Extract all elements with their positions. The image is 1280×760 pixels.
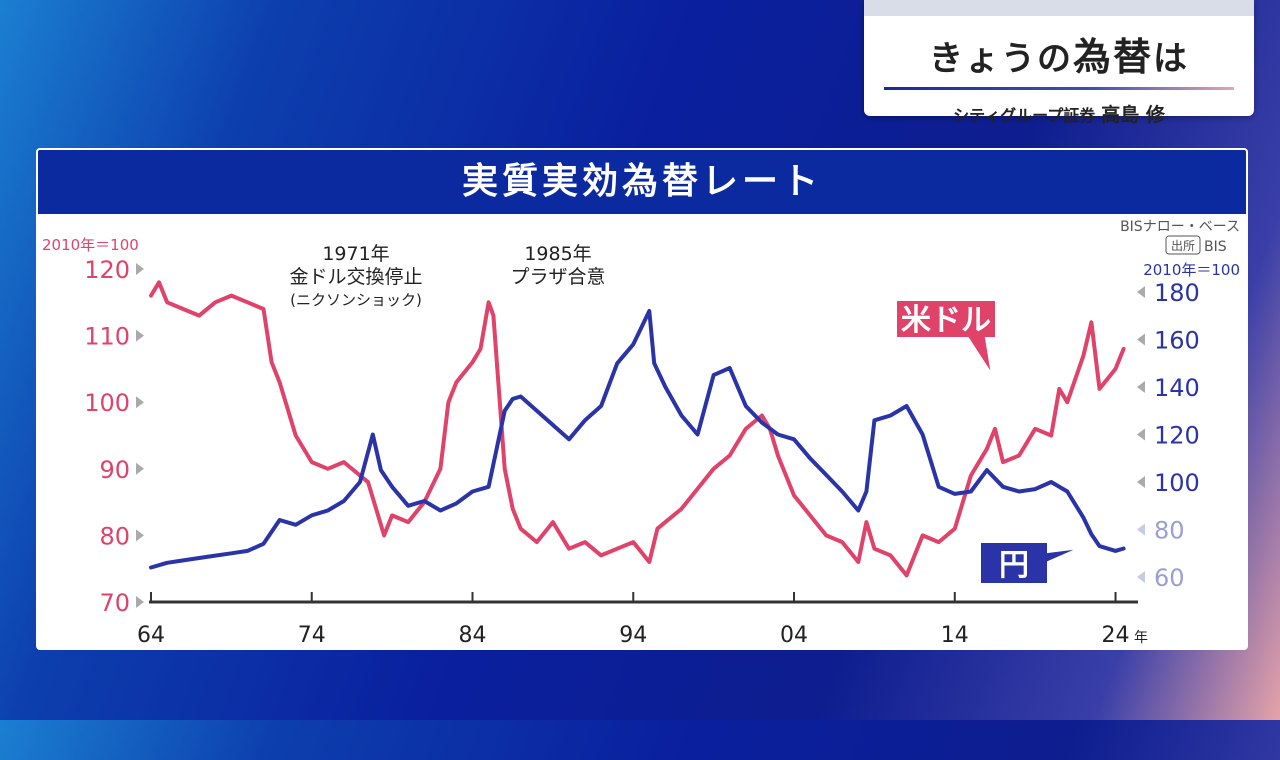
right-tick-label: 180 [1154, 279, 1200, 307]
annotation-plaza-year: 1985年 [524, 243, 591, 265]
source-name: BIS [1204, 239, 1227, 255]
program-title-part2: 為替 [1072, 35, 1153, 79]
lines-layer [149, 280, 1126, 578]
right-tick-arrow [1137, 571, 1145, 583]
jpy-series-label: 円 [999, 548, 1029, 583]
chart-title: 実質実効為替レート [38, 150, 1246, 214]
source-line: BISナロー・ベース [1120, 219, 1240, 235]
left-axis-unit: 2010年＝100 [42, 236, 139, 254]
right-tick-arrow [1137, 286, 1145, 298]
right-tick-label: 160 [1154, 327, 1200, 355]
title-card-top-strip [864, 0, 1254, 16]
annotation-nixon-year: 1971年 [322, 243, 389, 265]
right-tick-label: 100 [1154, 469, 1200, 497]
program-title-part1: きょうの [928, 39, 1073, 79]
right-tick-arrow [1137, 381, 1145, 393]
x-tick-label: 24 [1102, 623, 1130, 648]
x-tick-label: 74 [298, 623, 326, 648]
right-tick-label: 80 [1154, 517, 1185, 545]
jpy-series-line [149, 309, 1126, 570]
chart-panel: 実質実効為替レート 64 74 84 94 04 14 24 年 120 110 100 90 80 70… [36, 148, 1248, 650]
right-tick-arrow [1137, 428, 1145, 441]
x-tick-label: 14 [941, 623, 969, 648]
right-tick-arrow [1137, 523, 1145, 536]
x-tick-label: 94 [619, 623, 647, 648]
program-title-part3: は [1153, 39, 1189, 79]
guest-affiliation: シティグループ証券 [953, 106, 1096, 125]
left-tick-arrow [136, 263, 144, 275]
reer-line-chart: 64 74 84 94 04 14 24 年1201101009080702010年＝1001… [42, 219, 1240, 648]
right-tick-label: 120 [1154, 422, 1200, 450]
x-tick-label: 04 [780, 623, 808, 648]
annotation-nixon-event: 金ドル交換停止 [289, 266, 422, 288]
usd-series-label: 米ドル [901, 303, 991, 338]
axes-layer: 64 74 84 94 04 14 24 年1201101009080702010年＝1001… [42, 219, 1240, 648]
usd-series-line [149, 280, 1126, 578]
source-badge-box [1165, 235, 1201, 255]
program-title: きょうの為替は [864, 26, 1254, 81]
left-tick-arrow [136, 396, 144, 409]
left-tick-label: 80 [99, 522, 130, 550]
title-card: きょうの為替は シティグループ証券 高島 修 [864, 0, 1254, 126]
usd-callout-box [895, 299, 997, 376]
right-tick-arrow [1137, 476, 1145, 488]
x-tick-label: 64 [137, 623, 165, 648]
left-tick-label: 70 [99, 589, 130, 617]
guest-name: 高島 修 [1101, 104, 1165, 126]
x-axis-unit: 年 [1134, 630, 1148, 646]
jpy-callout-box [979, 541, 1081, 585]
annotation-nixon-note: (ニクソンショック) [290, 291, 422, 309]
left-tick-label: 120 [84, 256, 130, 284]
right-tick-arrow [1137, 333, 1145, 346]
left-tick-label: 100 [84, 389, 130, 417]
title-divider [884, 87, 1234, 90]
left-tick-arrow [136, 462, 144, 475]
annotation-plaza-event: プラザ合意 [510, 266, 605, 288]
left-tick-arrow [136, 529, 144, 542]
right-axis-unit: 2010年＝100 [1143, 261, 1240, 279]
x-tick-label: 84 [459, 623, 487, 648]
left-tick-arrow [136, 596, 144, 608]
source-badge: 出所 [1171, 239, 1195, 253]
left-tick-arrow [136, 329, 144, 342]
guest-caption: シティグループ証券 高島 修 [864, 100, 1254, 127]
left-tick-label: 110 [84, 323, 130, 351]
left-tick-label: 90 [99, 456, 130, 484]
right-tick-label: 60 [1154, 564, 1185, 592]
right-tick-label: 140 [1154, 374, 1200, 402]
